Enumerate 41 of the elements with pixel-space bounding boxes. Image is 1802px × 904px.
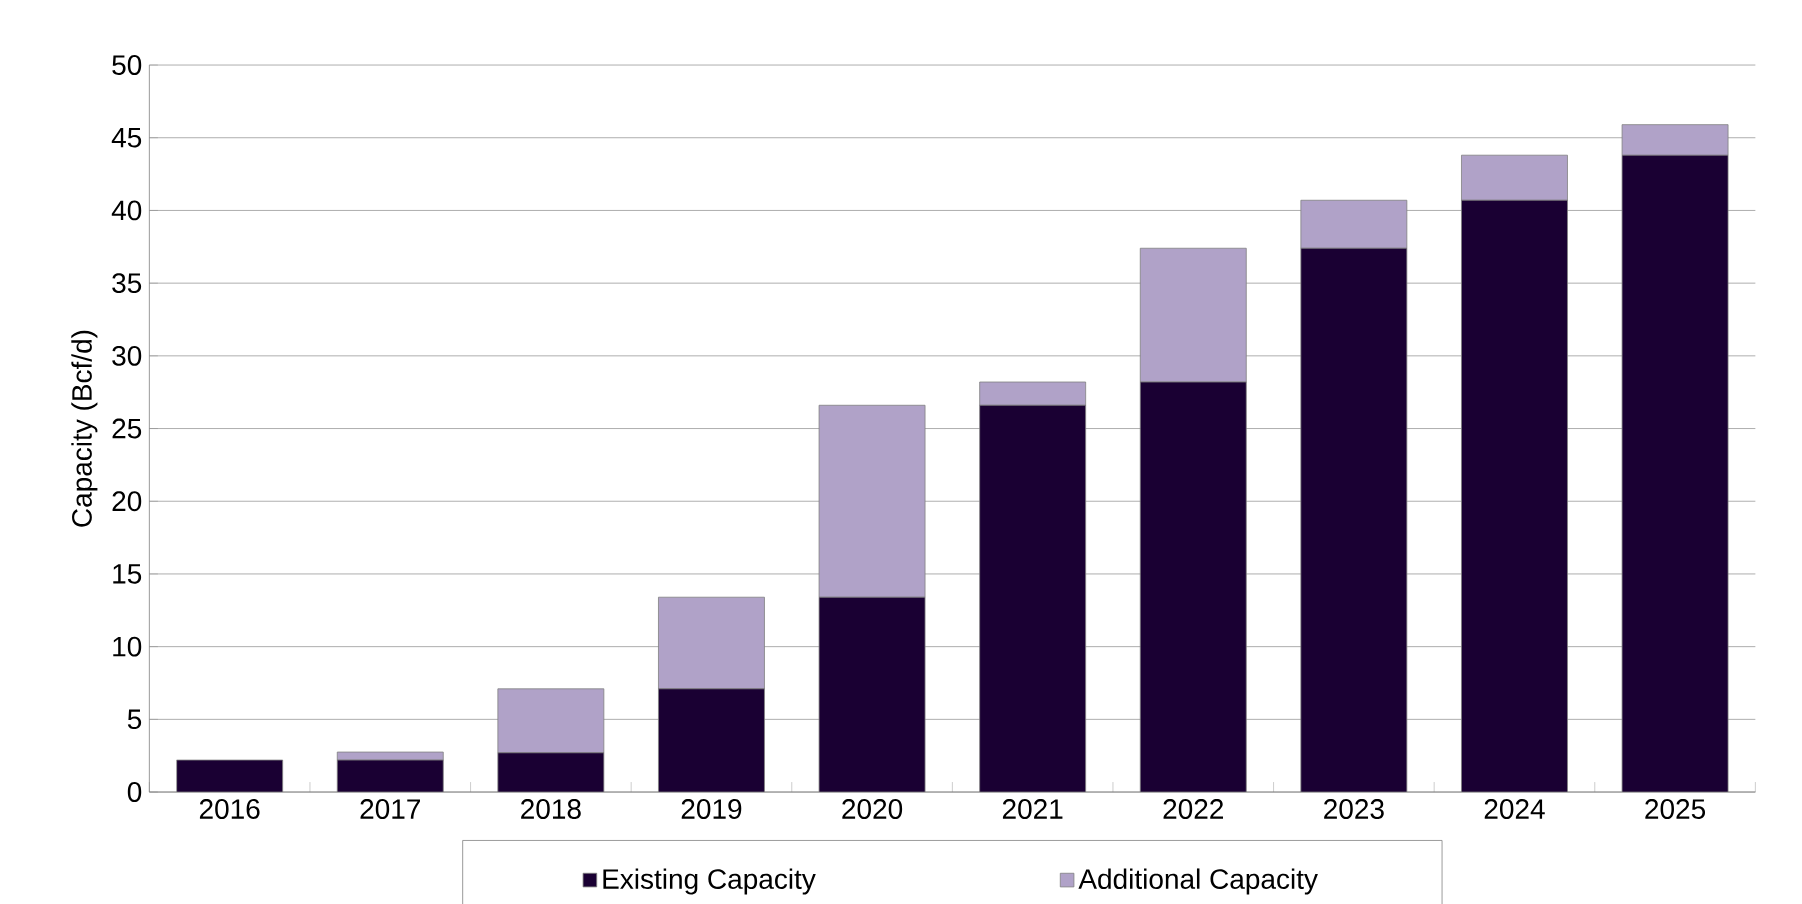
bar [1139, 247, 1247, 383]
y-tick-label: 5 [127, 709, 142, 730]
bar [658, 596, 765, 690]
bar [658, 688, 765, 793]
y-tick-label: 30 [112, 345, 142, 366]
y-axis-title: Capacity (Bcf/d) [71, 330, 98, 527]
bar [1140, 382, 1247, 793]
bar [336, 751, 444, 761]
bar [979, 381, 1087, 406]
bar [1461, 200, 1568, 793]
bar [979, 405, 1086, 793]
x-tick-label: 2025 [1645, 799, 1706, 819]
bar [497, 688, 605, 754]
y-tick-label: 35 [112, 273, 142, 294]
legend-label: Additional Capacity [1078, 868, 1318, 895]
bar [1300, 199, 1408, 249]
x-tick-label: 2020 [842, 799, 903, 819]
y-tick-label: 50 [112, 55, 142, 75]
y-tick-label: 20 [112, 491, 142, 512]
x-tick-label: 2019 [681, 799, 742, 819]
bar [176, 760, 283, 793]
legend-label: Existing Capacity [603, 868, 816, 895]
bar [1621, 154, 1729, 793]
bar [1300, 248, 1407, 793]
bar [497, 752, 604, 793]
bar [819, 597, 926, 793]
y-tick-label: 40 [111, 200, 142, 221]
x-tick-label: 2016 [199, 799, 260, 819]
y-tick-label: 15 [113, 564, 142, 584]
y-tick-label: 10 [113, 636, 142, 657]
y-tick-label: 45 [111, 127, 142, 148]
bar [818, 404, 926, 598]
x-tick-label: 2024 [1484, 799, 1545, 819]
x-tick-label: 2018 [521, 799, 581, 819]
y-tick-label: 0 [127, 782, 142, 802]
x-tick-label: 2017 [360, 799, 420, 819]
x-tick-label: 2022 [1163, 799, 1223, 819]
y-tick-label: 25 [112, 418, 142, 439]
x-tick-label: 2021 [1002, 799, 1063, 819]
bar [337, 760, 444, 793]
x-tick-label: 2023 [1324, 799, 1384, 819]
